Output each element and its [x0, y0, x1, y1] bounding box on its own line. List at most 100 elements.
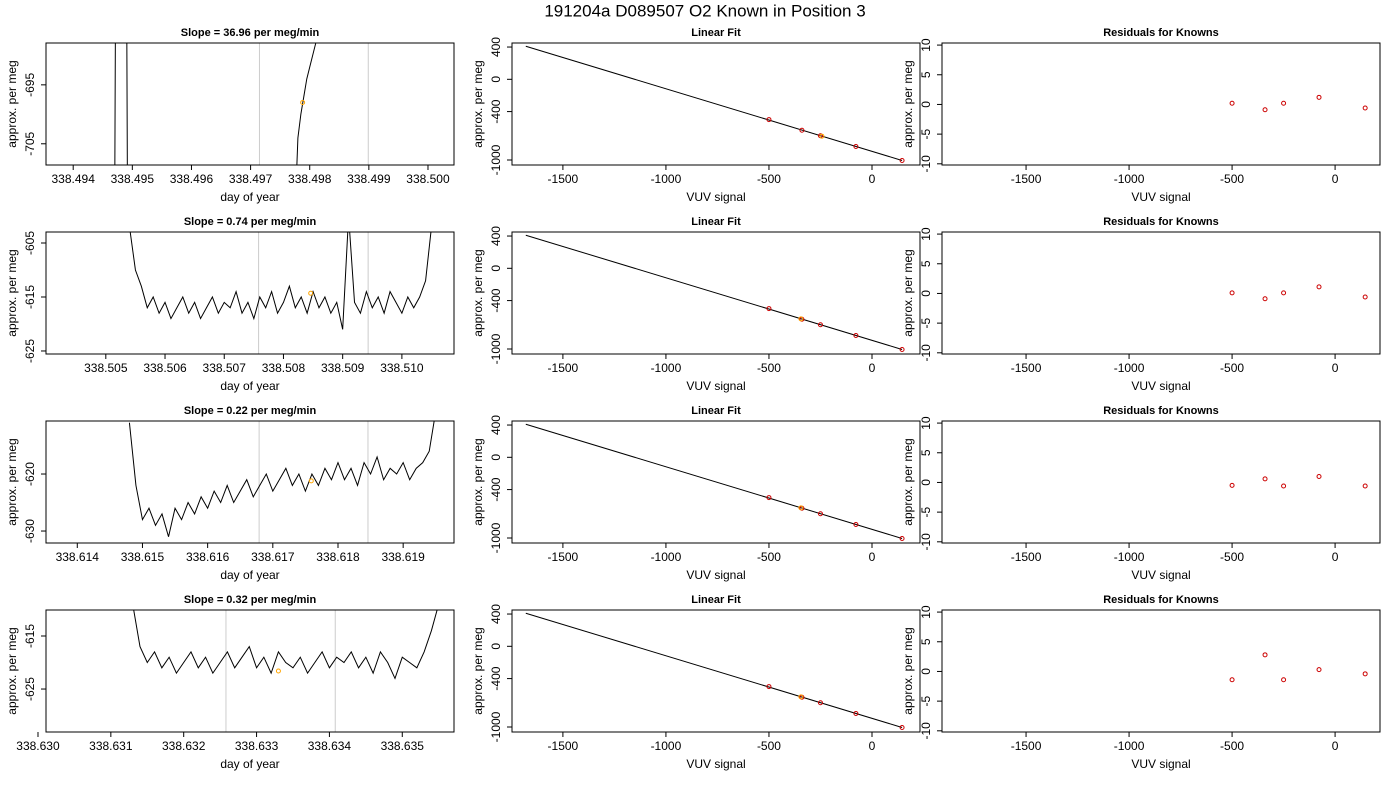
point [1281, 483, 1287, 489]
x-tick-label: -1000 [651, 550, 682, 564]
x-tick-label: -500 [757, 361, 781, 375]
x-tick-label: 338.498 [288, 172, 332, 186]
x-tick-label: -1000 [1114, 550, 1145, 564]
point [1262, 296, 1268, 302]
x-tick-label: -1500 [1011, 361, 1042, 375]
y-tick-label: -615 [23, 624, 37, 648]
plot-area [1229, 94, 1368, 113]
y-tick-label: 0 [919, 101, 933, 108]
point [1362, 671, 1368, 677]
y-tick-label: -10 [919, 722, 933, 740]
point [1229, 482, 1235, 488]
point [799, 127, 805, 133]
x-tick-label: 338.615 [121, 550, 165, 564]
point [817, 322, 823, 328]
y-tick-label: -400 [489, 666, 503, 690]
panel-box [941, 231, 1381, 355]
y-tick-label: -1000 [489, 144, 503, 175]
highlight-point [798, 505, 804, 511]
point [899, 346, 905, 352]
panel-title: Linear Fit [691, 216, 741, 228]
y-tick-label: -630 [23, 519, 37, 543]
x-tick-label: -1500 [1011, 739, 1042, 753]
point [1316, 474, 1322, 480]
y-tick-label: 5 [919, 260, 933, 267]
x-tick-label: 338.507 [203, 361, 247, 375]
panel-box [511, 420, 921, 544]
point [1362, 483, 1368, 489]
x-axis-label: VUV signal [1131, 190, 1190, 204]
plot-area [1229, 474, 1368, 489]
y-axis-label: approx. per meg [901, 627, 915, 714]
x-axis-label: VUV signal [686, 757, 745, 771]
point [766, 684, 772, 690]
y-tick-label: -400 [489, 288, 503, 312]
point [1229, 677, 1235, 683]
x-tick-label: -500 [757, 172, 781, 186]
y-tick-label: -625 [23, 339, 37, 363]
y-tick-label: 10 [919, 38, 933, 52]
plot-area [114, 43, 369, 165]
x-tick-label: -1500 [1011, 172, 1042, 186]
x-axis-label: VUV signal [686, 379, 745, 393]
panel-title: Slope = 0.32 per meg/min [184, 594, 317, 606]
point [1229, 290, 1235, 296]
panel-box [511, 231, 921, 355]
data-line [114, 43, 317, 165]
point [817, 700, 823, 706]
y-axis-label: approx. per meg [5, 627, 19, 714]
y-axis-label: approx. per meg [471, 249, 485, 336]
y-tick-label: -1000 [489, 333, 503, 364]
x-tick-label: 338.631 [89, 739, 133, 753]
y-tick-label: 0 [919, 668, 933, 675]
y-tick-label: -5 [919, 317, 933, 328]
highlight-point [798, 316, 804, 322]
y-tick-label: -625 [23, 677, 37, 701]
fit-line [525, 423, 903, 539]
panel-box [941, 609, 1381, 733]
x-tick-label: 338.495 [111, 172, 155, 186]
x-tick-label: 338.505 [84, 361, 128, 375]
panel-title: Residuals for Knowns [1103, 594, 1219, 606]
y-tick-label: 10 [919, 605, 933, 619]
data-line [133, 610, 438, 680]
panel-box [941, 42, 1381, 166]
point [1281, 100, 1287, 106]
plot-area [525, 45, 905, 163]
y-tick-label: -705 [23, 131, 37, 155]
x-tick-label: 338.618 [316, 550, 360, 564]
x-tick-label: 338.630 [16, 739, 60, 753]
x-tick-label: 338.494 [52, 172, 96, 186]
x-tick-label: 0 [1332, 739, 1339, 753]
x-tick-label: 338.616 [186, 550, 230, 564]
point [1262, 107, 1268, 113]
y-tick-label: 0 [919, 290, 933, 297]
y-tick-label: -5 [919, 506, 933, 517]
x-tick-label: 338.496 [170, 172, 214, 186]
panel-box [511, 609, 921, 733]
panel-box [941, 420, 1381, 544]
y-tick-label: -1000 [489, 711, 503, 742]
x-tick-label: -1000 [1114, 361, 1145, 375]
x-tick-label: 338.506 [143, 361, 187, 375]
x-tick-label: 338.614 [56, 550, 100, 564]
y-tick-label: 400 [489, 37, 503, 57]
x-tick-label: 0 [869, 550, 876, 564]
y-tick-label: 0 [919, 479, 933, 486]
x-tick-label: -1500 [548, 739, 579, 753]
plot-area [133, 610, 438, 732]
x-tick-label: 338.508 [262, 361, 306, 375]
y-tick-label: -10 [919, 344, 933, 362]
y-tick-label: 400 [489, 415, 503, 435]
x-axis-label: day of year [220, 568, 279, 582]
y-tick-label: 400 [489, 604, 503, 624]
y-tick-label: -605 [23, 231, 37, 255]
highlight-point [308, 290, 314, 296]
highlight-point [308, 478, 314, 484]
point [1362, 105, 1368, 111]
point [1316, 284, 1322, 290]
y-axis-label: approx. per meg [901, 60, 915, 147]
point [899, 724, 905, 730]
point [1316, 667, 1322, 673]
